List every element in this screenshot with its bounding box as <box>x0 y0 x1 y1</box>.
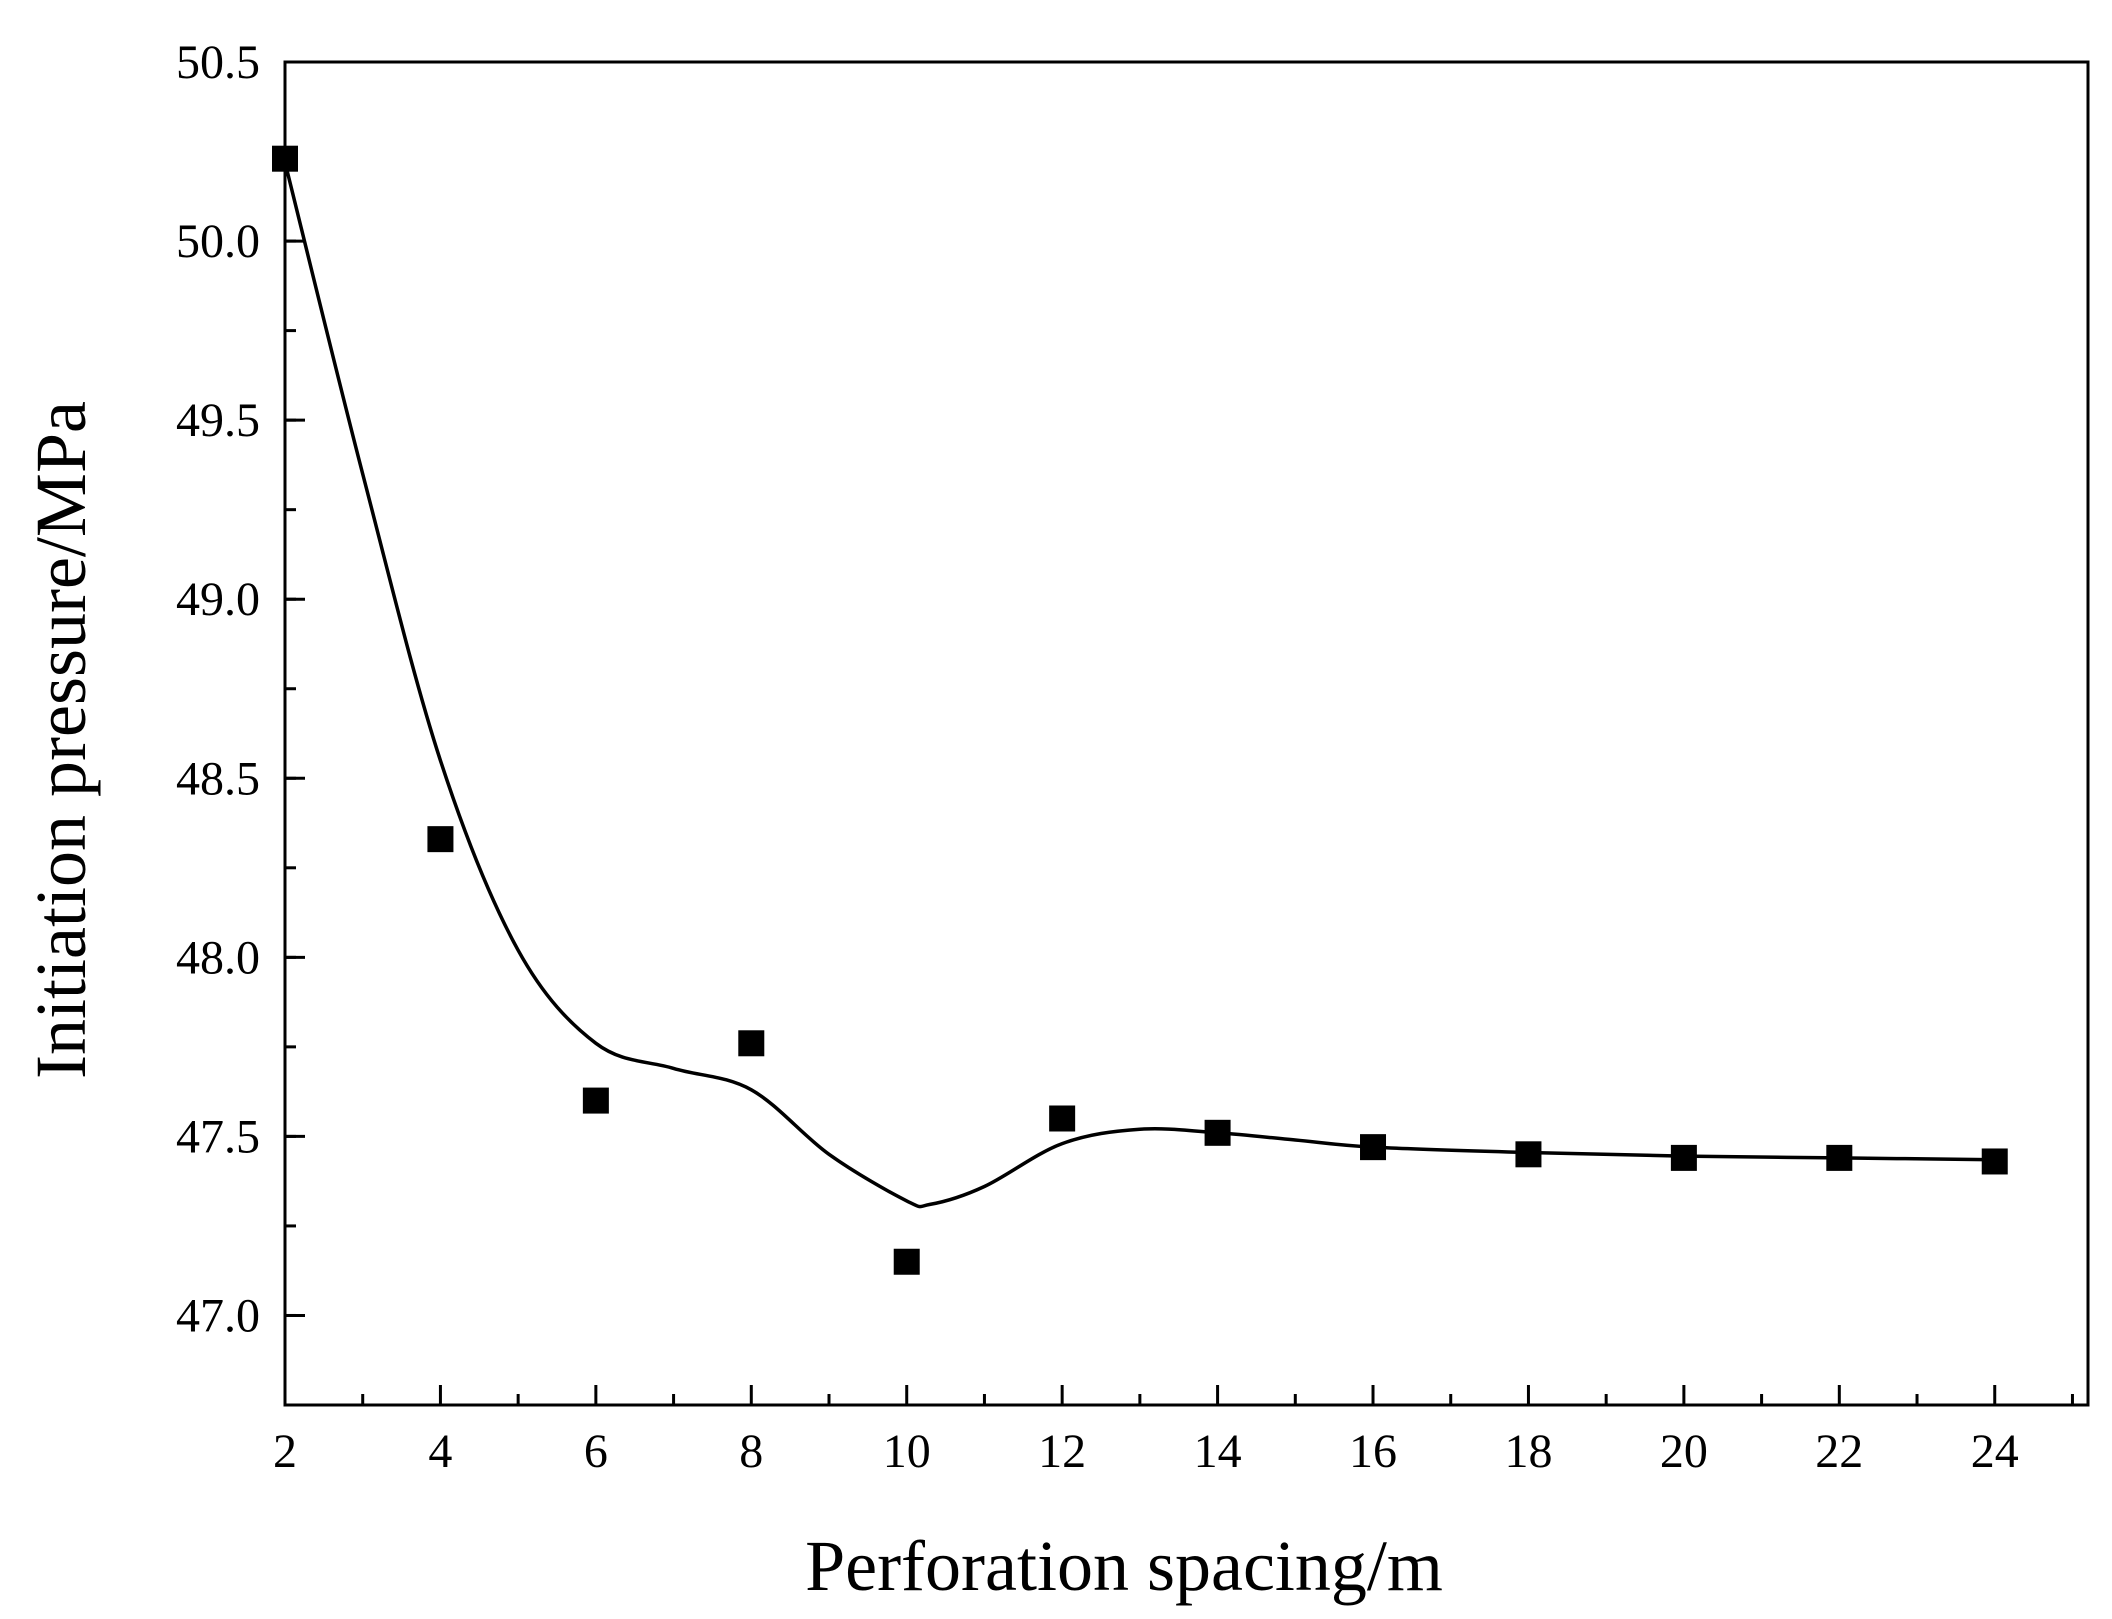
data-point <box>1670 1144 1697 1171</box>
x-tick-label: 14 <box>1194 1425 1242 1478</box>
y-tick-label: 48.5 <box>176 752 260 805</box>
x-tick-label: 10 <box>883 1425 931 1478</box>
y-tick-label: 47.5 <box>176 1110 260 1163</box>
y-tick-label: 50.5 <box>176 36 260 89</box>
y-tick-label: 50.0 <box>176 215 260 268</box>
x-tick-label: 2 <box>273 1425 297 1478</box>
data-point <box>272 145 298 172</box>
x-axis-title: Perforation spacing/m <box>805 1526 1443 1606</box>
x-tick-label: 6 <box>584 1425 608 1478</box>
x-tick-label: 16 <box>1349 1425 1397 1478</box>
data-point <box>893 1248 920 1275</box>
x-tick-label: 18 <box>1504 1425 1552 1478</box>
data-point <box>1826 1144 1853 1171</box>
x-axis-ticks: 2 4 6 8 10 12 14 16 18 20 22 24 <box>273 1385 2074 1478</box>
fit-curve-line <box>283 161 1995 1209</box>
data-point <box>1204 1119 1231 1146</box>
y-axis-title: Initiation pressure/MPa <box>21 401 101 1079</box>
data-point <box>1360 1134 1387 1161</box>
data-point <box>582 1087 609 1114</box>
y-tick-label: 49.5 <box>176 394 260 447</box>
x-tick-label: 12 <box>1038 1425 1086 1478</box>
x-tick-label: 4 <box>428 1425 452 1478</box>
x-tick-label: 20 <box>1660 1425 1708 1478</box>
data-points-layer <box>272 145 2008 1275</box>
y-tick-label: 47.0 <box>176 1289 260 1342</box>
plot-frame <box>283 60 2090 1407</box>
data-point <box>738 1030 765 1057</box>
y-tick-label: 48.0 <box>176 931 260 984</box>
y-tick-label: 49.0 <box>176 573 260 626</box>
data-point <box>1049 1105 1076 1132</box>
fit-curve-layer <box>283 161 1995 1209</box>
data-point <box>1515 1141 1542 1168</box>
x-tick-label: 24 <box>1971 1425 2019 1478</box>
data-point <box>427 826 454 853</box>
data-point <box>1981 1148 2008 1175</box>
x-tick-label: 8 <box>739 1425 763 1478</box>
y-axis-ticks: 47.0 47.5 48.0 48.5 49.0 49.5 50.0 50.5 <box>176 36 305 1342</box>
x-tick-label: 22 <box>1815 1425 1863 1478</box>
